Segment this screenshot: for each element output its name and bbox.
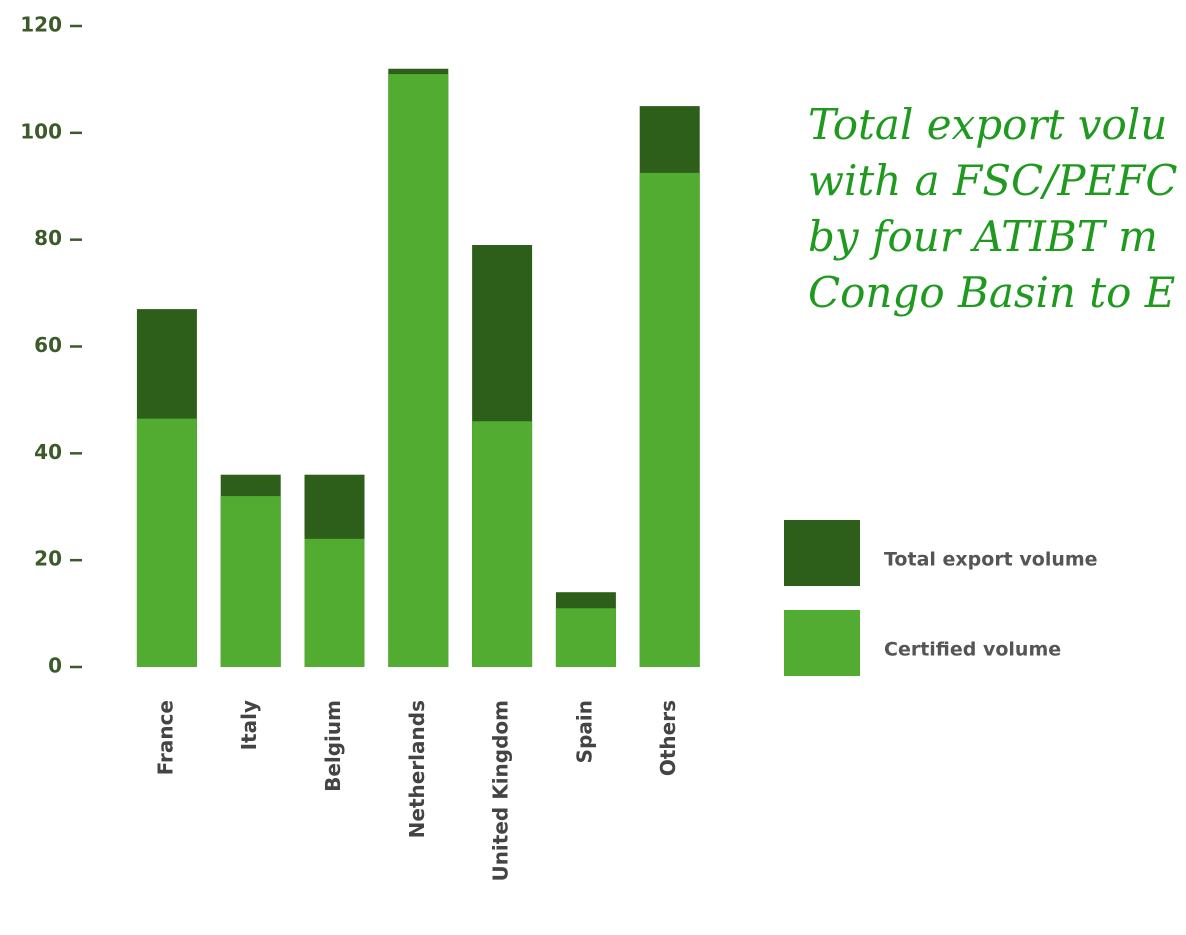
bar <box>136 418 197 667</box>
bar <box>220 496 281 667</box>
legend-label: Certified volume <box>884 639 1061 661</box>
title-line: by four ATIBT m <box>808 212 1158 261</box>
y-tick-label: 100 <box>20 119 62 143</box>
legend-swatch <box>784 610 860 676</box>
bar <box>304 538 365 667</box>
x-tick-label: United Kingdom <box>489 700 513 882</box>
title: Total export volu with a FSC/PEFC by fou… <box>808 100 1177 317</box>
bar <box>472 421 533 667</box>
bar <box>388 74 449 667</box>
x-tick-label: Belgium <box>321 700 345 792</box>
title-line: Congo Basin to E <box>808 268 1175 317</box>
x-tick-label: Spain <box>572 700 596 763</box>
x-tick-label: Others <box>656 700 680 776</box>
legend-swatch <box>784 520 860 586</box>
x-tick-label: France <box>153 700 177 775</box>
x-tick-label: Netherlands <box>405 700 429 838</box>
bar <box>639 172 700 668</box>
y-tick-label: 0 <box>48 654 62 678</box>
y-tick-label: 40 <box>34 440 62 464</box>
x-tick-label: Italy <box>237 700 261 750</box>
legend-label: Total export volume <box>884 549 1098 571</box>
y-tick-label: 20 <box>34 547 62 571</box>
y-tick-label: 80 <box>34 226 62 250</box>
bar <box>555 608 616 667</box>
title-line: Total export volu <box>808 100 1167 149</box>
y-tick-label: 120 <box>20 13 62 37</box>
y-tick-label: 60 <box>34 333 62 357</box>
title-line: with a FSC/PEFC <box>808 156 1177 205</box>
